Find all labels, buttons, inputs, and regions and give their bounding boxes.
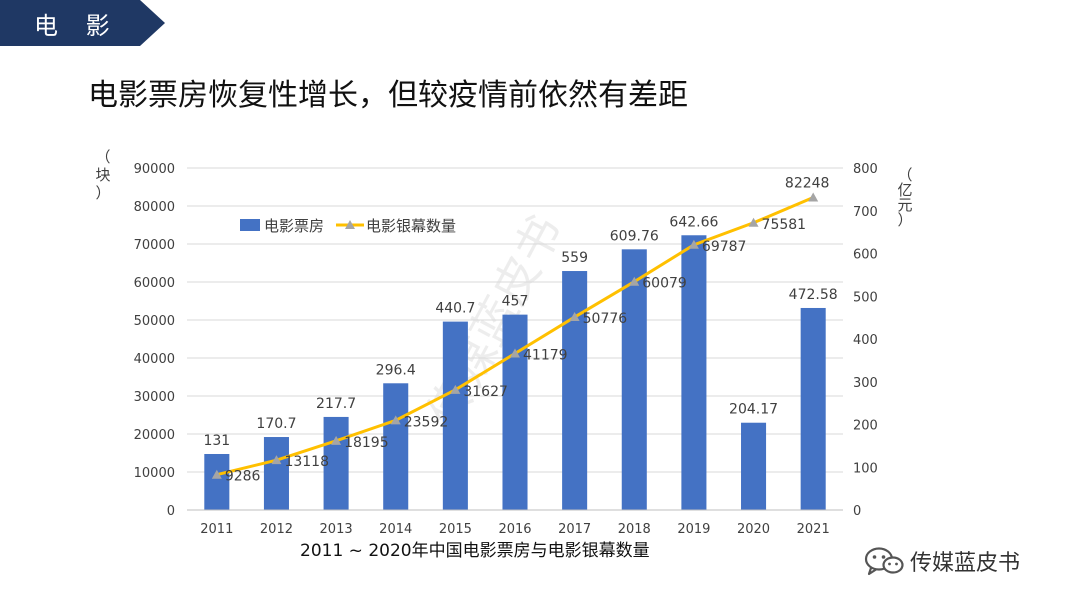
bar-value-label: 472.58 (789, 287, 838, 303)
left-tick-label: 60000 (134, 276, 175, 291)
bar-value-label: 559 (561, 250, 588, 266)
bar (741, 422, 767, 510)
line-value-label: 13118 (284, 454, 329, 470)
line-value-label: 69787 (702, 239, 747, 255)
bar (442, 321, 468, 510)
line-marker (390, 415, 401, 425)
line-value-label: 75581 (762, 217, 807, 233)
right-tick-label: 300 (853, 376, 878, 391)
right-tick-label: 800 (853, 162, 878, 177)
x-tick-label: 2011 (200, 522, 233, 537)
bar (323, 416, 349, 510)
left-axis-label: （ (95, 148, 110, 166)
chart-caption: 2011 ~ 2020年中国电影票房与电影银幕数量 (300, 541, 650, 561)
right-tick-label: 600 (853, 248, 878, 263)
left-tick-label: 50000 (134, 314, 175, 329)
x-tick-label: 2012 (260, 522, 293, 537)
bar (681, 235, 707, 510)
right-tick-label: 700 (853, 205, 878, 220)
line-marker (510, 348, 520, 358)
brand: 传媒蓝皮书 (864, 546, 1020, 576)
bar-value-label: 204.17 (729, 402, 778, 418)
legend-label: 电影银幕数量 (366, 217, 456, 235)
line-marker (688, 239, 699, 249)
line-value-label: 41179 (523, 348, 568, 364)
line-value-label: 9286 (225, 469, 261, 485)
bar (383, 383, 409, 510)
line-marker (748, 217, 759, 227)
bar (263, 437, 289, 510)
line-marker (331, 435, 342, 445)
right-axis-label: （ (897, 166, 912, 184)
legend-marker (345, 220, 355, 229)
line-value-label: 31627 (463, 384, 508, 400)
right-axis-label: 元 (897, 196, 912, 214)
line-value-label: 50776 (583, 311, 628, 327)
left-tick-label: 30000 (134, 390, 175, 405)
bar-value-label: 217.7 (316, 396, 356, 412)
watermark: 传媒蓝皮书 (417, 207, 573, 435)
line-value-label: 82248 (785, 175, 830, 191)
bar-value-label: 457 (502, 294, 529, 310)
bar-value-label: 440.7 (435, 301, 475, 317)
right-axis-label: 亿 (897, 181, 912, 199)
legend-swatch-bar (240, 219, 260, 231)
line-value-label: 18195 (344, 435, 389, 451)
section-tag: 电 影 (34, 12, 120, 40)
bar (800, 307, 826, 510)
right-tick-label: 200 (853, 419, 878, 434)
x-tick-label: 2013 (320, 522, 353, 537)
right-tick-label: 0 (853, 504, 861, 519)
bar (502, 314, 528, 510)
bar (562, 271, 588, 510)
line-marker (629, 276, 640, 286)
right-tick-label: 400 (853, 333, 878, 348)
bar-value-label: 642.66 (669, 214, 718, 230)
x-tick-label: 2017 (558, 522, 591, 537)
x-tick-label: 2020 (737, 522, 770, 537)
left-axis-label: 块 (95, 166, 110, 184)
right-axis-label: ） (897, 211, 912, 229)
left-tick-label: 20000 (134, 428, 175, 443)
left-tick-label: 10000 (134, 466, 175, 481)
bar (204, 453, 230, 510)
left-tick-label: 0 (167, 504, 175, 519)
bar-value-label: 296.4 (376, 362, 416, 378)
x-tick-label: 2016 (498, 522, 531, 537)
left-tick-label: 70000 (134, 238, 175, 253)
right-tick-label: 100 (853, 461, 878, 476)
x-tick-label: 2019 (677, 522, 710, 537)
bar-value-label: 170.7 (256, 416, 296, 432)
line-marker (450, 384, 461, 394)
bar-value-label: 609.76 (610, 228, 659, 244)
line-marker (569, 312, 580, 322)
left-axis-label: ） (95, 184, 110, 202)
bar-value-label: 131 (203, 433, 230, 449)
left-tick-label: 40000 (134, 352, 175, 367)
line-value-label: 23592 (404, 414, 449, 430)
brand-name: 传媒蓝皮书 (910, 551, 1021, 576)
line-marker (211, 469, 222, 479)
wechat-icon (864, 547, 904, 576)
right-tick-label: 500 (853, 290, 878, 305)
x-tick-label: 2021 (797, 522, 830, 537)
x-tick-label: 2015 (439, 522, 472, 537)
legend-label: 电影票房 (264, 217, 324, 235)
x-tick-label: 2018 (618, 522, 651, 537)
x-tick-label: 2014 (379, 522, 412, 537)
left-tick-label: 90000 (134, 162, 175, 177)
line-marker (808, 192, 819, 202)
bar (621, 249, 647, 510)
line-marker (271, 455, 282, 465)
line-value-label: 60079 (642, 276, 687, 292)
section-tag-background (0, 0, 165, 46)
left-tick-label: 80000 (134, 200, 175, 215)
page-title: 电影票房恢复性增长，但较疫情前依然有差距 (88, 78, 688, 113)
